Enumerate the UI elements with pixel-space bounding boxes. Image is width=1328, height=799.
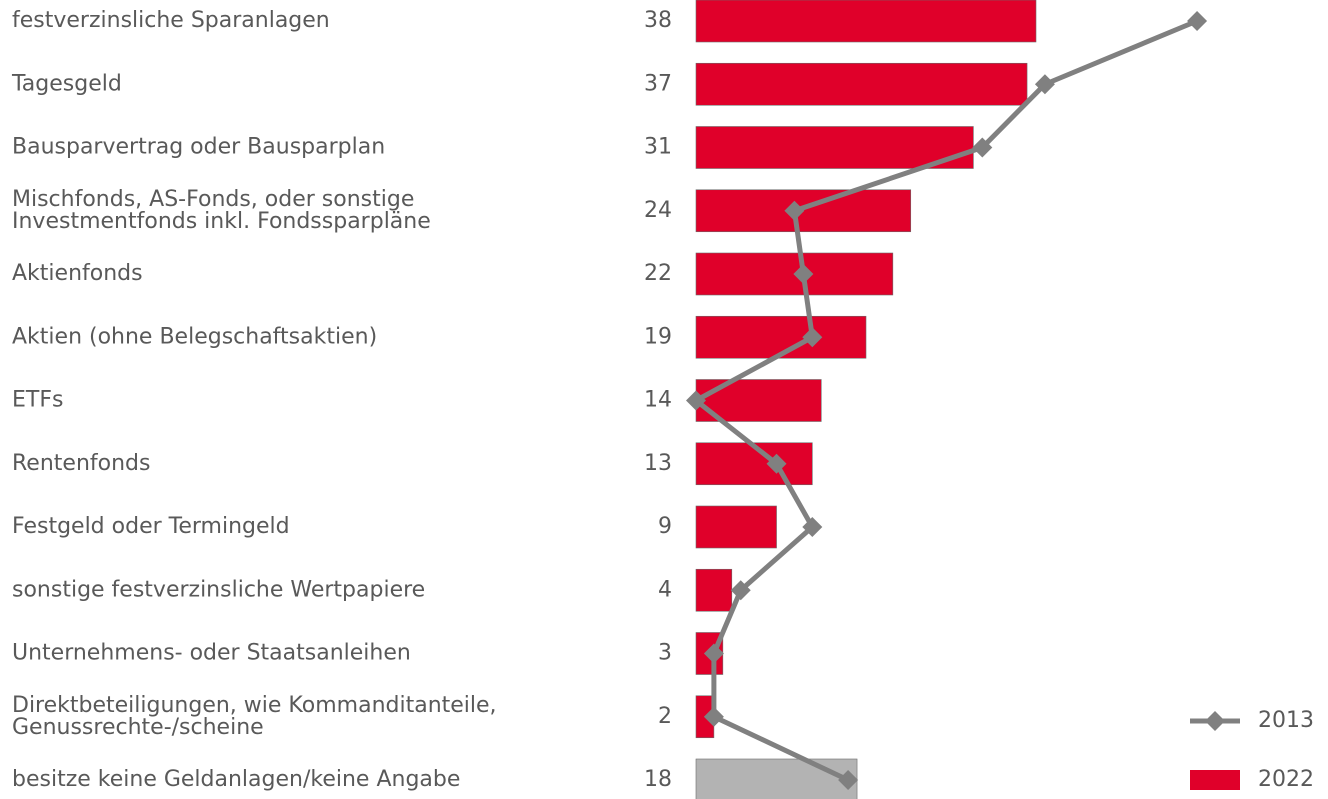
category-label-line: Direktbeteiligungen, wie Kommanditanteil… [12,693,497,718]
category-label: Aktienfonds [12,261,143,286]
value-label: 2 [658,704,672,729]
value-label: 3 [658,641,672,666]
category-label: Mischfonds, AS-Fonds, oder sonstige Inves… [12,187,431,234]
value-label: 13 [644,451,672,476]
value-label: 14 [644,388,672,413]
value-label: 24 [644,198,672,223]
line-marker [972,137,993,158]
line-marker [686,390,706,411]
category-label-line: sonstige festverzinsliche Wertpapiere [12,577,425,602]
category-label: Aktien (ohne Belegschaftsaktien) [12,324,377,349]
line-marker [766,453,787,474]
category-label: Rentenfonds [12,451,150,476]
value-label: 22 [644,261,672,286]
legend-label: 2022 [1258,767,1314,792]
line-marker [703,706,724,727]
value-label: 9 [658,514,672,539]
category-label: Tagesgeld [11,71,122,96]
category-label-line: Aktien (ohne Belegschaftsaktien) [12,324,377,349]
category-label-line: besitze keine Geldanlagen/keine Angabe [12,767,460,792]
legend-swatch [1190,770,1240,790]
line-marker [793,264,814,284]
value-label: 38 [644,8,672,33]
value-label: 37 [644,71,672,96]
category-label-line: ETFs [12,388,63,413]
line-marker [838,770,859,790]
value-label: 18 [644,767,672,792]
line-marker [1034,74,1055,95]
bar [695,62,1028,106]
category-label-line: Unternehmens- oder Staatsanleihen [12,641,411,666]
line-marker [784,200,805,221]
bar [695,126,974,169]
legend-swatch-marker [1205,711,1225,731]
value-label: 19 [644,324,672,349]
bar [695,442,813,486]
value-label: 4 [658,577,672,602]
value-label: 31 [644,135,672,160]
legend-label: 2013 [1258,708,1314,733]
bar [695,315,867,359]
category-label-line: Rentenfonds [12,451,150,476]
category-label-line: Aktienfonds [12,261,143,286]
bar [695,505,777,549]
bar [695,568,733,612]
category-label-line: festverzinsliche Sparanlagen [12,8,330,33]
category-label: sonstige festverzinsliche Wertpapiere [12,577,425,602]
line-marker [802,517,823,537]
line-marker [802,327,823,348]
category-label-line: Tagesgeld [11,71,122,96]
category-label-line: Bausparvertrag oder Bausparplan [12,135,385,160]
category-label: Unternehmens- oder Staatsanleihen [12,641,411,666]
category-label-line: Mischfonds, AS-Fonds, oder sonstige [12,187,414,212]
category-label: Bausparvertrag oder Bausparplan [12,135,385,160]
line-marker [730,580,751,601]
line-marker [703,643,724,664]
category-label: Direktbeteiligungen, wie Kommanditanteil… [12,693,497,740]
bar [695,758,858,799]
category-label-line: Festgeld oder Termingeld [12,514,290,539]
category-label: ETFs [12,388,63,413]
category-label-line: Investmentfonds inkl. Fondssparpläne [12,209,431,234]
category-label: besitze keine Geldanlagen/keine Angabe [12,767,460,792]
category-label: Festgeld oder Termingeld [12,514,290,539]
category-label: festverzinsliche Sparanlagen [12,8,330,33]
line-marker [1187,11,1208,31]
bar [695,0,1037,43]
category-label-line: Genussrechte-/scheine [12,715,264,740]
